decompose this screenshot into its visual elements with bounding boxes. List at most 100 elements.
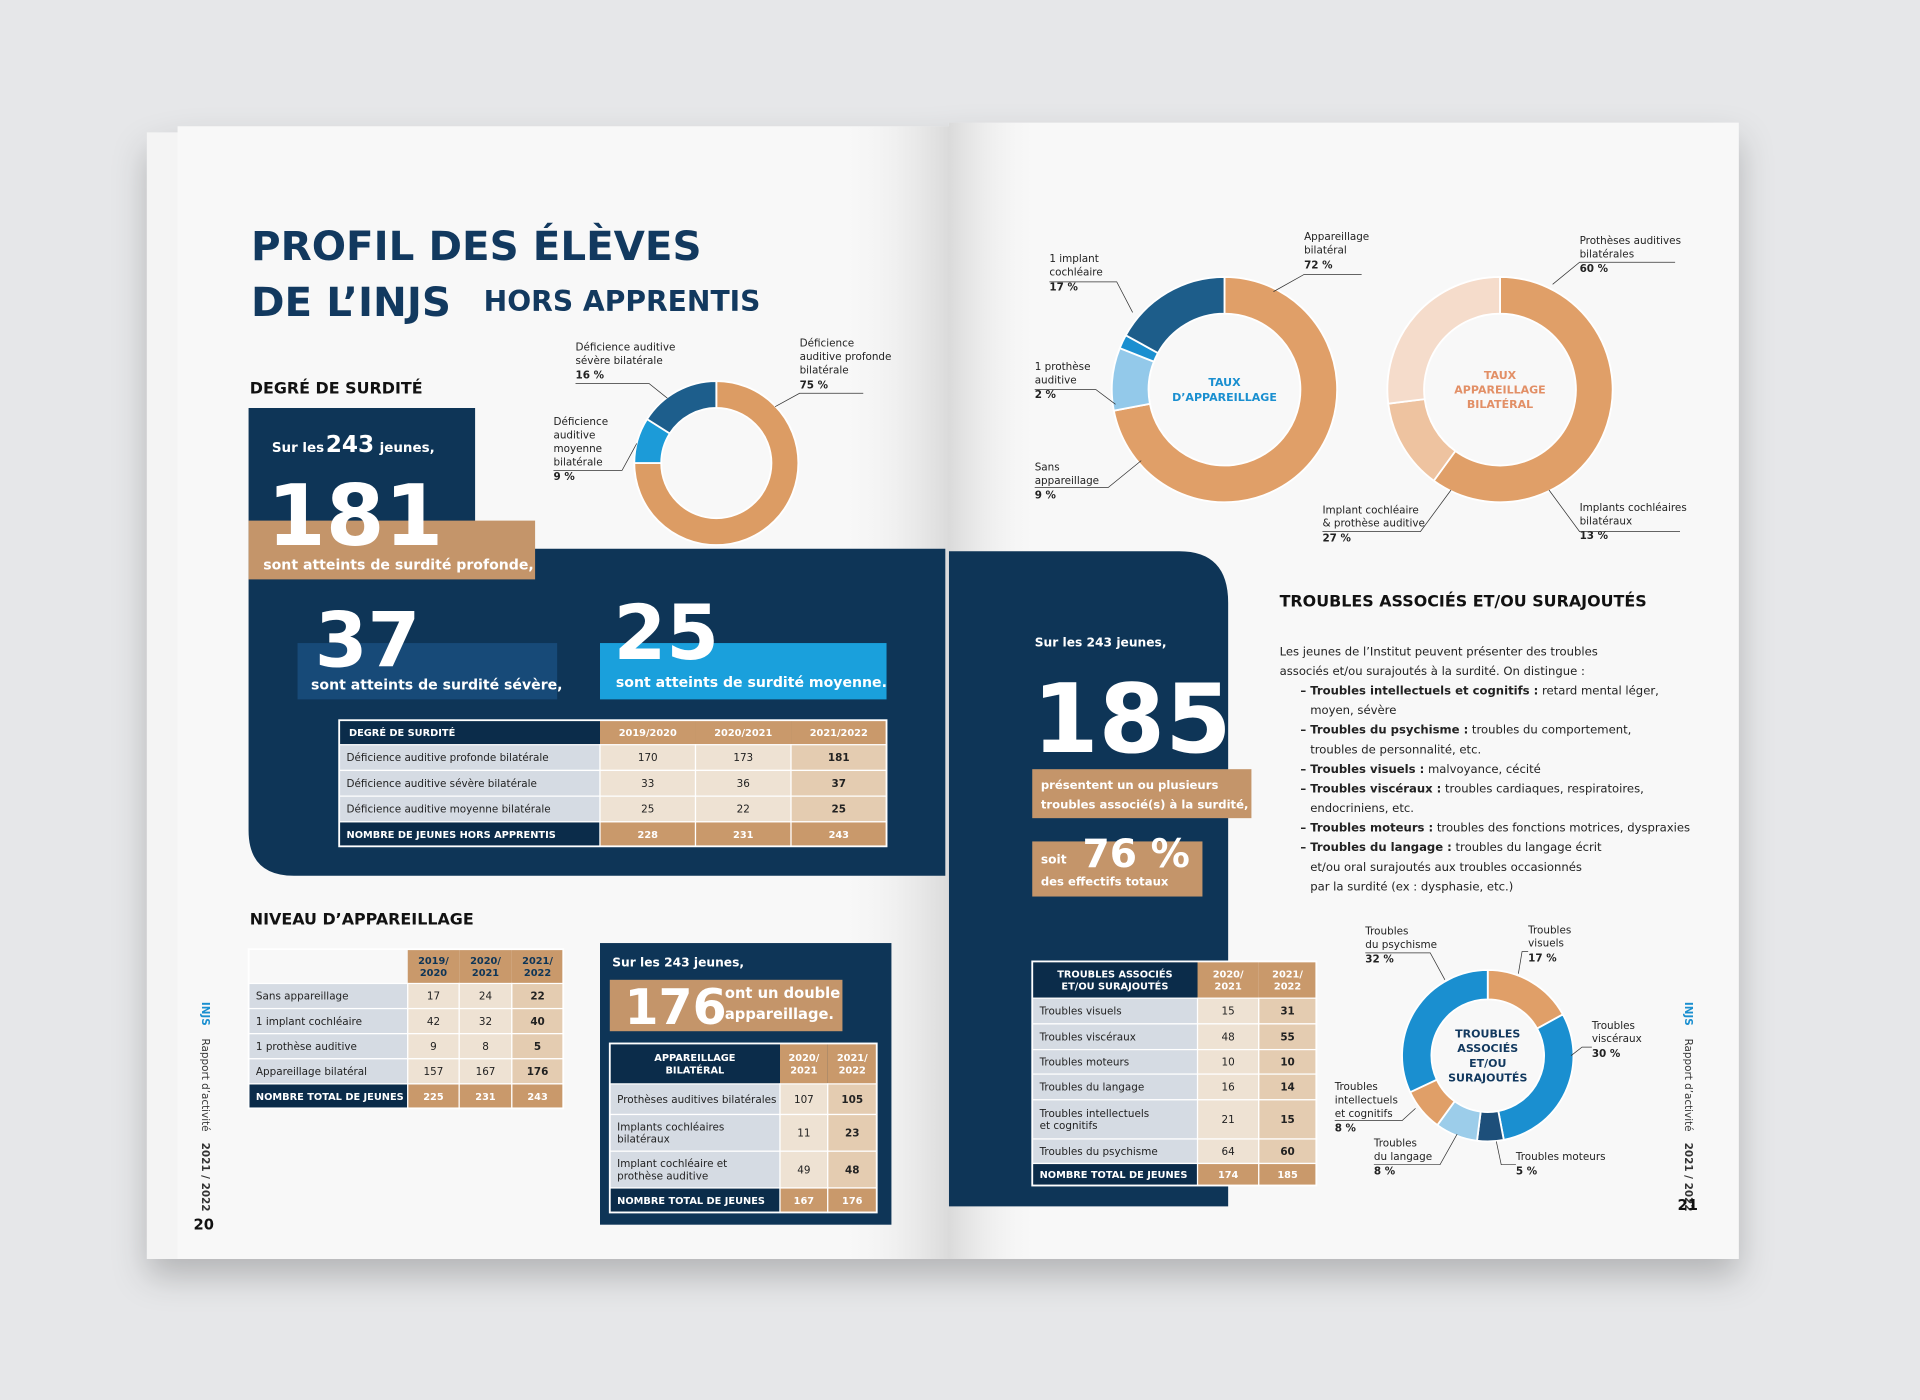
donut-value-label: 2 % (1035, 389, 1057, 401)
donut-label: Implants cochléaires (1580, 502, 1687, 514)
list-term: Troubles viscéraux : (1310, 781, 1441, 795)
list-term: Troubles moteurs : (1310, 821, 1433, 835)
heading: DEGRÉ DE SURDITÉ (250, 378, 423, 397)
leader-line (1334, 1108, 1416, 1121)
donut-value-label: 27 % (1322, 532, 1351, 544)
table-cell (1196, 1023, 1260, 1051)
table-header: APPAREILLAGE (654, 1053, 735, 1064)
table-cell (1258, 1048, 1317, 1075)
bullet: – (1300, 762, 1306, 776)
donut-label: bilatéral (1304, 245, 1347, 257)
donut-center-label: BILATÉRAL (1467, 398, 1533, 411)
table-header: 2021/ (837, 1053, 868, 1064)
list-term: Troubles visuels : (1310, 762, 1424, 776)
table-total: 174 (1218, 1170, 1239, 1181)
table-total: 225 (423, 1092, 444, 1103)
table-header: BILATÉRAL (665, 1063, 724, 1076)
table-value: 25 (832, 804, 846, 816)
list-term: Troubles du psychisme : (1310, 723, 1468, 737)
table-header: TROUBLES ASSOCIÉS (1057, 967, 1172, 980)
table-total: 228 (638, 830, 659, 841)
table-header-cell (1032, 961, 1198, 999)
table-cell (1196, 1073, 1260, 1101)
table-total: NOMBRE TOTAL DE JEUNES (617, 1196, 765, 1207)
table-cell (1031, 997, 1199, 1025)
table-row-label: Troubles visuels (1039, 1006, 1122, 1018)
table-row-label: 1 implant cochléaire (256, 1016, 362, 1028)
donut-label: moyenne (553, 443, 602, 455)
heading: TROUBLES ASSOCIÉS ET/OU SURAJOUTÉS (1280, 591, 1647, 610)
stat-box (1032, 769, 1252, 819)
table-total-cell (458, 1083, 513, 1109)
donut-value-label: 17 % (1049, 281, 1078, 293)
table-value: 181 (828, 752, 850, 764)
donut-label: Troubles (1527, 924, 1571, 936)
table-total: 231 (475, 1092, 496, 1103)
donut-label: auditive profonde (800, 351, 892, 363)
table-header-cell (609, 1043, 780, 1084)
table-total: 243 (829, 830, 850, 841)
leader-line (1322, 489, 1452, 532)
table-row-label: prothèse auditive (617, 1170, 708, 1182)
table-row-label: Appareillage bilatéral (256, 1066, 367, 1078)
table-cell (1031, 1023, 1199, 1051)
table-header: 2019/2020 (619, 728, 677, 739)
heading: NIVEAU D’APPAREILLAGE (250, 910, 474, 929)
leader-line (1518, 951, 1529, 974)
page-number: 20 (193, 1217, 213, 1234)
table-header: 2021/ (522, 956, 553, 967)
donut-label: Troubles moteurs (1515, 1151, 1606, 1163)
leader-line (1034, 460, 1142, 488)
donut-label: cochléaire (1049, 267, 1102, 279)
stat-text: troubles associé(s) à la surdité, (1041, 797, 1249, 811)
list-text: troubles des fonctions motrices, dysprax… (1437, 821, 1690, 835)
list-text: et/ou oral surajoutés aux troubles occas… (1310, 860, 1582, 874)
table-value: 176 (527, 1066, 549, 1078)
donut-center-label: ET/OU (1469, 1057, 1506, 1070)
donut-label: Troubles (1364, 925, 1408, 937)
table-value: 22 (530, 991, 544, 1003)
table-row-label: Déficience auditive sévère bilatérale (347, 778, 537, 790)
table-cell (1258, 997, 1317, 1025)
table-frame (608, 1042, 878, 1214)
table-total: NOMBRE DE JEUNES HORS APPRENTIS (347, 830, 556, 841)
intro: Sur les 243 jeunes, (1035, 636, 1167, 650)
table-value: 15 (1222, 1006, 1235, 1018)
donut-value-label: 32 % (1365, 954, 1394, 966)
table-value: 107 (794, 1094, 814, 1106)
donut-center-label: SURAJOUTÉS (1448, 1072, 1527, 1085)
stat-box (1032, 841, 1203, 897)
donut-value-label: 30 % (1592, 1048, 1621, 1060)
table-cell (599, 744, 697, 772)
title: DE L’INJS (251, 278, 451, 326)
table-cell (609, 1113, 781, 1152)
donut-center-label: ASSOCIÉS (1457, 1042, 1518, 1055)
stat-text: soit (1041, 852, 1067, 866)
table-header-cell (695, 720, 792, 745)
table-header: 2022 (1274, 982, 1301, 993)
table-value: 17 (427, 991, 440, 1003)
table-value: 24 (479, 991, 493, 1003)
table-header-cell (1258, 961, 1317, 999)
donut-label: Déficience (553, 416, 608, 428)
table-value: 42 (427, 1016, 440, 1028)
table-header: 2020/ (470, 956, 501, 967)
leader-line (1273, 274, 1362, 292)
leader-line (1552, 261, 1676, 285)
donut-label: intellectuels (1335, 1094, 1398, 1106)
donut-segment (1124, 276, 1226, 355)
table-row-label: Sans appareillage (256, 991, 349, 1003)
table-total-cell (790, 821, 888, 847)
table-header: 2021/ (1272, 969, 1303, 980)
stat-percent: 76 % (1082, 832, 1189, 877)
table-value: 32 (479, 1016, 492, 1028)
donut-label: viscéraux (1592, 1033, 1642, 1045)
table-cell (1031, 1138, 1199, 1165)
table-cell (694, 744, 792, 772)
stat-text: sont atteints de surdité moyenne. (616, 675, 887, 691)
table-cell (338, 795, 601, 823)
table-cell (407, 1058, 460, 1085)
donut-label: Prothèses auditives (1580, 235, 1681, 247)
table-value: 64 (1222, 1146, 1236, 1158)
donut-center-label: TAUX (1208, 376, 1241, 389)
